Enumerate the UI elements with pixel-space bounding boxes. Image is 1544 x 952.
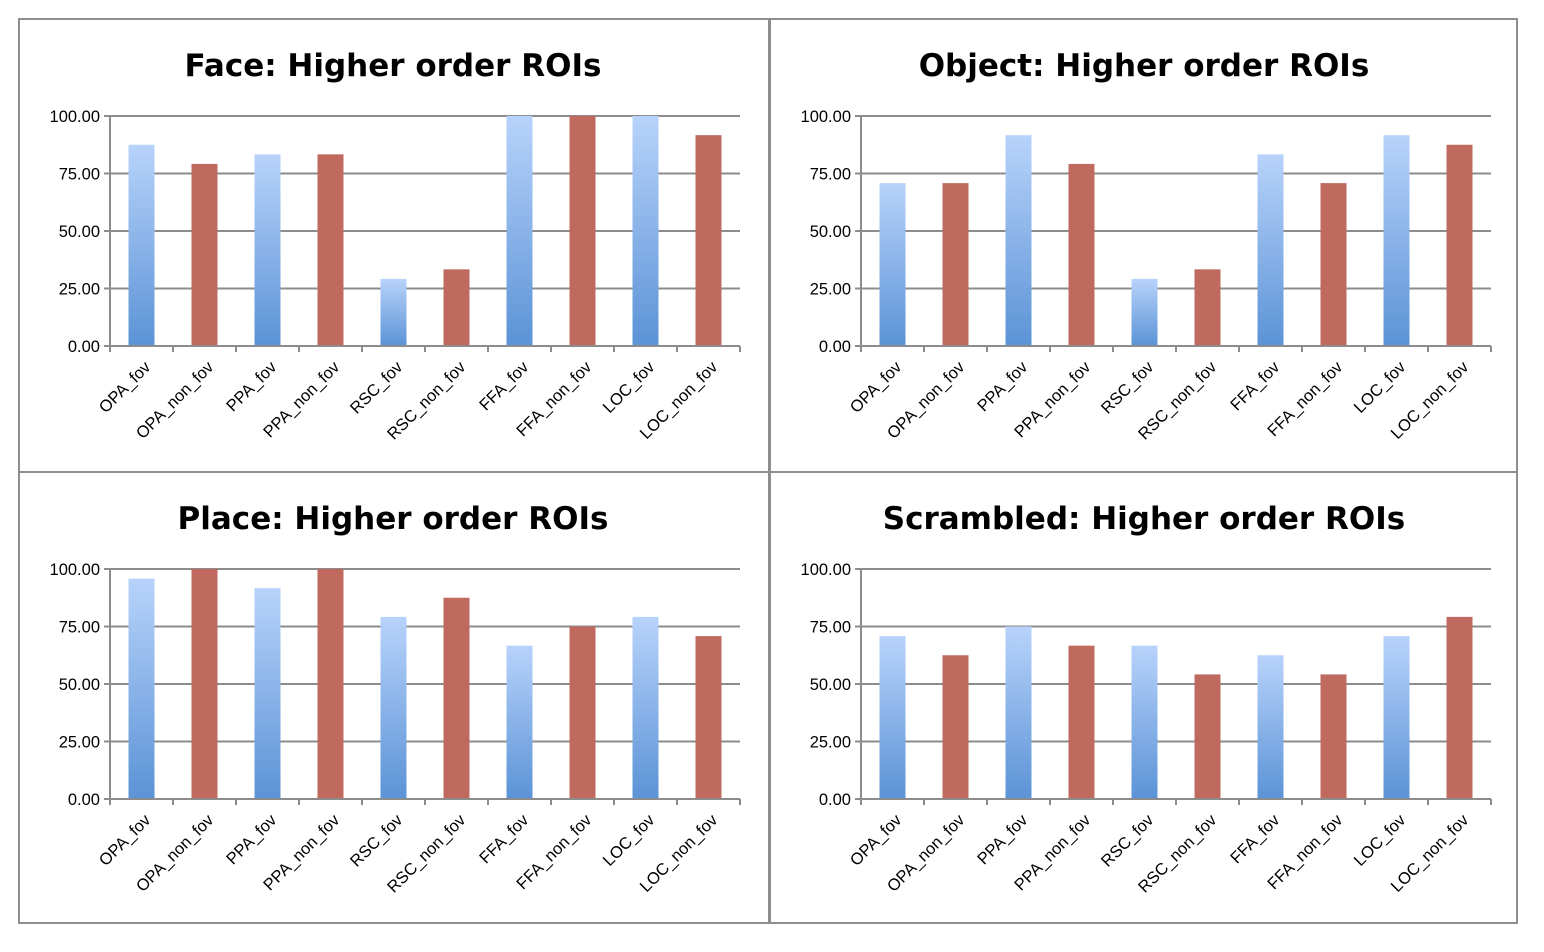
y-tick-label: 50.00 bbox=[59, 223, 100, 241]
x-tick-label: OPA_fov bbox=[847, 811, 906, 870]
bar-chart: Face: Higher order ROIs 0.00 25.00 50.00 75.… bbox=[50, 48, 741, 443]
bar-loc-fov bbox=[1383, 135, 1410, 346]
y-tick-label: 75.00 bbox=[810, 619, 851, 637]
bar-ppa-non-fov bbox=[1068, 645, 1095, 799]
x-tick-label: PPA_fov bbox=[223, 358, 281, 416]
bar-rsc-non-fov bbox=[443, 597, 470, 799]
bar-opa-fov bbox=[128, 144, 155, 346]
x-tick-label: LOC_fov bbox=[600, 811, 659, 870]
bar-rsc-fov bbox=[1131, 645, 1158, 799]
bar-opa-non-fov bbox=[942, 655, 969, 799]
bar-opa-non-fov bbox=[191, 569, 218, 799]
bar-opa-fov bbox=[128, 578, 155, 799]
bar-ppa-non-fov bbox=[317, 569, 344, 799]
bar-ppa-non-fov bbox=[1068, 163, 1095, 346]
bar-rsc-fov bbox=[1131, 278, 1158, 346]
bar-loc-fov bbox=[1383, 636, 1410, 799]
y-tick-label: 100.00 bbox=[50, 108, 100, 126]
x-tick-label: FFA_fov bbox=[476, 811, 533, 868]
bar-opa-non-fov bbox=[942, 183, 969, 346]
bar-ppa-fov bbox=[254, 588, 281, 799]
y-tick-label: 100.00 bbox=[801, 108, 851, 126]
bar-loc-non-fov bbox=[1446, 616, 1473, 799]
y-tick-label: 50.00 bbox=[810, 223, 851, 241]
y-tick-label: 25.00 bbox=[810, 734, 851, 752]
bar-rsc-non-fov bbox=[1194, 674, 1221, 799]
y-tick-label: 100.00 bbox=[801, 561, 851, 579]
chart-title: Place: Higher order ROIs bbox=[178, 501, 609, 537]
y-tick-label: 25.00 bbox=[59, 734, 100, 752]
chart-panel-face: Face: Higher order ROIs 0.00 25.00 50.00 75.… bbox=[20, 20, 766, 471]
y-tick-label: 0.00 bbox=[819, 338, 851, 356]
bar-rsc-non-fov bbox=[443, 269, 470, 346]
x-tick-label: PPA_fov bbox=[974, 811, 1032, 869]
chart-title: Object: Higher order ROIs bbox=[919, 48, 1370, 84]
bar-rsc-fov bbox=[380, 616, 407, 799]
bar-opa-fov bbox=[879, 636, 906, 799]
y-tick-label: 0.00 bbox=[819, 791, 851, 809]
y-tick-label: 75.00 bbox=[59, 619, 100, 637]
x-tick-label: LOC_fov bbox=[1351, 811, 1410, 870]
bar-ffa-fov bbox=[506, 116, 533, 346]
bar-loc-non-fov bbox=[1446, 144, 1473, 346]
x-tick-label: LOC_fov bbox=[600, 358, 659, 417]
x-tick-label: RSC_fov bbox=[1098, 358, 1158, 418]
bar-loc-non-fov bbox=[695, 636, 722, 799]
x-tick-label: PPA_fov bbox=[223, 811, 281, 869]
bar-ffa-non-fov bbox=[569, 116, 596, 346]
bar-loc-fov bbox=[632, 616, 659, 799]
bar-ffa-fov bbox=[1257, 154, 1284, 346]
bar-opa-fov bbox=[879, 183, 906, 346]
x-tick-label: LOC_fov bbox=[1351, 358, 1410, 417]
bar-ffa-non-fov bbox=[1320, 183, 1347, 346]
bar-chart: Place: Higher order ROIs 0.00 25.00 50.00 75… bbox=[50, 501, 741, 896]
x-tick-label: RSC_fov bbox=[1098, 811, 1158, 871]
y-tick-label: 25.00 bbox=[59, 281, 100, 299]
panel-divider-horizontal bbox=[20, 471, 1516, 473]
x-tick-label: OPA_fov bbox=[96, 811, 155, 870]
bar-ffa-fov bbox=[506, 645, 533, 799]
chart-title: Face: Higher order ROIs bbox=[185, 48, 602, 84]
y-tick-label: 75.00 bbox=[810, 166, 851, 184]
bar-chart: Object: Higher order ROIs 0.00 25.00 50.00 7… bbox=[801, 48, 1492, 443]
x-tick-label: OPA_fov bbox=[96, 358, 155, 417]
x-tick-label: FFA_fov bbox=[1227, 358, 1284, 415]
y-tick-label: 75.00 bbox=[59, 166, 100, 184]
y-tick-label: 0.00 bbox=[68, 791, 100, 809]
y-tick-label: 50.00 bbox=[59, 676, 100, 694]
y-tick-label: 100.00 bbox=[50, 561, 100, 579]
bar-opa-non-fov bbox=[191, 163, 218, 346]
chart-panel-place: Place: Higher order ROIs 0.00 25.00 50.00 75… bbox=[20, 473, 766, 924]
bar-loc-fov bbox=[632, 116, 659, 346]
bar-ppa-fov bbox=[1005, 135, 1032, 346]
x-tick-label: FFA_fov bbox=[1227, 811, 1284, 868]
bar-ppa-fov bbox=[1005, 626, 1032, 799]
bar-rsc-fov bbox=[380, 278, 407, 346]
chart-grid: Face: Higher order ROIs 0.00 25.00 50.00 75.… bbox=[18, 18, 1518, 924]
x-tick-label: OPA_fov bbox=[847, 358, 906, 417]
bar-ffa-fov bbox=[1257, 655, 1284, 799]
bar-ppa-fov bbox=[254, 154, 281, 346]
x-tick-label: PPA_fov bbox=[974, 358, 1032, 416]
x-tick-label: RSC_fov bbox=[347, 811, 407, 871]
bar-ppa-non-fov bbox=[317, 154, 344, 346]
x-tick-label: RSC_fov bbox=[347, 358, 407, 418]
bar-loc-non-fov bbox=[695, 135, 722, 346]
chart-panel-scrambled: Scrambled: Higher order ROIs 0.00 25.00 50.… bbox=[771, 473, 1517, 924]
y-tick-label: 50.00 bbox=[810, 676, 851, 694]
bar-rsc-non-fov bbox=[1194, 269, 1221, 346]
chart-panel-object: Object: Higher order ROIs 0.00 25.00 50.00 7… bbox=[771, 20, 1517, 471]
y-tick-label: 25.00 bbox=[810, 281, 851, 299]
chart-title: Scrambled: Higher order ROIs bbox=[883, 501, 1405, 537]
bar-ffa-non-fov bbox=[569, 626, 596, 799]
bar-chart: Scrambled: Higher order ROIs 0.00 25.00 50.… bbox=[801, 501, 1492, 896]
x-tick-label: FFA_fov bbox=[476, 358, 533, 415]
bar-ffa-non-fov bbox=[1320, 674, 1347, 799]
y-tick-label: 0.00 bbox=[68, 338, 100, 356]
